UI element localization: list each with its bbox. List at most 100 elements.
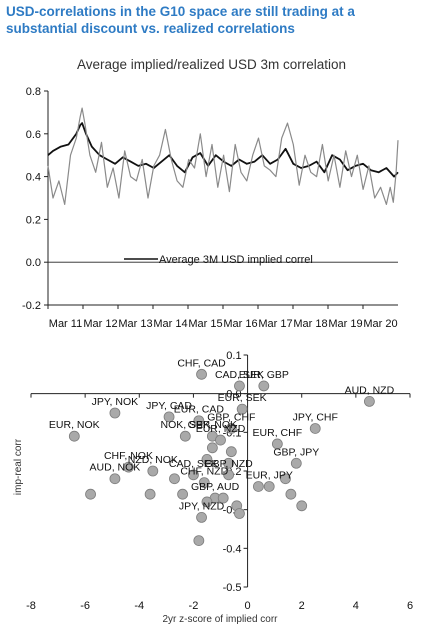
scatter-point	[169, 473, 180, 485]
scatter-point	[234, 380, 245, 392]
y-tick-label: 0.0	[226, 389, 241, 401]
scatter-point	[109, 407, 121, 419]
headline-line-2: substantial discount vs. realized correl…	[6, 21, 295, 36]
headline-line-1: USD-correlations in the G10 space are st…	[6, 4, 355, 19]
point-label: JPY, NOK	[92, 396, 139, 408]
scatter-point	[144, 488, 156, 500]
scatter-point	[225, 423, 237, 434]
scatter-point	[196, 368, 207, 380]
point-label: NZD, NOK	[128, 454, 178, 466]
scatter-point	[285, 488, 297, 500]
legend-label: Average 3M USD implied correl	[159, 254, 313, 266]
point-label: AUD, NZD	[345, 384, 395, 396]
scatter-point	[201, 453, 213, 465]
scatter-point	[196, 512, 207, 523]
point-label: EUR, NOK	[49, 419, 100, 431]
scatter-point	[163, 411, 175, 423]
point-label: EUR, JPY	[246, 469, 293, 481]
point-label: EUR, NZD	[196, 423, 246, 435]
scatter-point	[236, 403, 248, 415]
point-label: CAD, SEK	[215, 369, 264, 381]
scatter-point	[234, 508, 245, 519]
x-tick-label: Mar 17	[258, 318, 292, 330]
x-tick-label: Mar 18	[293, 318, 327, 330]
point-label: JPY, CAD	[146, 400, 192, 412]
scatter-point	[206, 442, 218, 454]
point-label: GBP, NOK	[188, 419, 237, 431]
line-chart-title: Average implied/realized USD 3m correlat…	[76, 57, 347, 72]
point-label: GBP, CHF	[207, 411, 255, 423]
scatter-point	[147, 465, 159, 477]
scatter-point	[193, 535, 205, 546]
headline: USD-correlations in the G10 space are st…	[6, 3, 421, 37]
point-label: AUD, NOK	[90, 462, 141, 474]
y-tick-label: 0.2	[26, 214, 41, 226]
scatter-point	[271, 438, 283, 450]
point-label: CHF, NZD	[180, 466, 228, 478]
y-tick-label: 0.8	[26, 86, 41, 98]
point-label: JPY, CHF	[293, 411, 338, 423]
y-tick-label: 0.1	[226, 350, 241, 362]
point-label: NOK, SEK	[161, 419, 211, 431]
x-tick-label: -8	[26, 600, 36, 612]
point-label: CAD, SEK	[169, 458, 218, 470]
point-label: CHF, CAD	[177, 357, 226, 369]
scatter-point	[215, 434, 226, 446]
x-tick-label: 2	[299, 600, 305, 612]
y-tick-label: -0.5	[223, 582, 242, 594]
scatter-point	[193, 415, 205, 427]
scatter-point	[280, 473, 291, 485]
scatter-point	[223, 457, 235, 469]
scatter-point	[188, 469, 199, 481]
scatter-point	[223, 469, 235, 481]
x-tick-label: Mar 16	[223, 318, 257, 330]
x-tick-label: Mar 12	[83, 318, 117, 330]
x-tick-label: -4	[134, 600, 144, 612]
x-tick-label: -2	[189, 600, 199, 612]
x-axis-title: 2yr z-score of implied corr	[162, 614, 278, 625]
x-tick-label: Mar 20	[363, 318, 397, 330]
point-label: GBP, NZD	[205, 458, 254, 470]
y-axis-title: imp-real corr	[13, 438, 24, 495]
scatter-point	[296, 500, 308, 512]
y-tick-label: -0.4	[223, 543, 242, 555]
realized-correlation-line	[47, 107, 399, 205]
x-tick-label: Mar 15	[188, 318, 222, 330]
point-label: GBP, JPY	[273, 446, 319, 458]
implied-correlation-line	[47, 122, 399, 178]
x-tick-label: -6	[80, 600, 90, 612]
x-tick-label: Mar 11	[49, 318, 82, 330]
point-label: EUR, SEK	[218, 392, 267, 404]
point-label: EUR, GBP	[239, 369, 289, 381]
x-tick-label: 4	[353, 600, 359, 612]
y-tick-label: -0.2	[22, 300, 41, 312]
point-label: JPY, NZD	[179, 500, 225, 512]
point-label: EUR, CAD	[174, 404, 225, 416]
scatter-point	[68, 430, 80, 442]
scatter-point	[109, 473, 121, 485]
scatter-point	[179, 430, 191, 442]
scatter-point	[201, 496, 213, 508]
y-tick-label: 0.0	[26, 257, 41, 269]
scatter-point	[363, 395, 375, 407]
scatter-point	[177, 488, 189, 500]
x-tick-label: 0	[245, 600, 251, 612]
scatter-point	[198, 477, 210, 489]
scatter-point	[225, 446, 237, 458]
y-tick-label: 0.4	[26, 172, 41, 184]
scatter-point	[258, 380, 270, 392]
scatter-point	[263, 481, 275, 492]
scatter-point	[85, 488, 96, 500]
x-tick-label: Mar 13	[118, 318, 152, 330]
scatter-point	[309, 423, 321, 434]
scatter-point	[123, 461, 134, 473]
x-tick-label: Mar 14	[153, 318, 187, 330]
scatter-point	[252, 481, 264, 492]
scatter-point	[290, 457, 302, 469]
point-label: EUR, CHF	[253, 427, 303, 439]
x-tick-label: 6	[407, 600, 413, 612]
x-tick-label: Mar 19	[328, 318, 362, 330]
scatter-point	[217, 492, 229, 504]
point-label: GBP, AUD	[191, 481, 240, 493]
